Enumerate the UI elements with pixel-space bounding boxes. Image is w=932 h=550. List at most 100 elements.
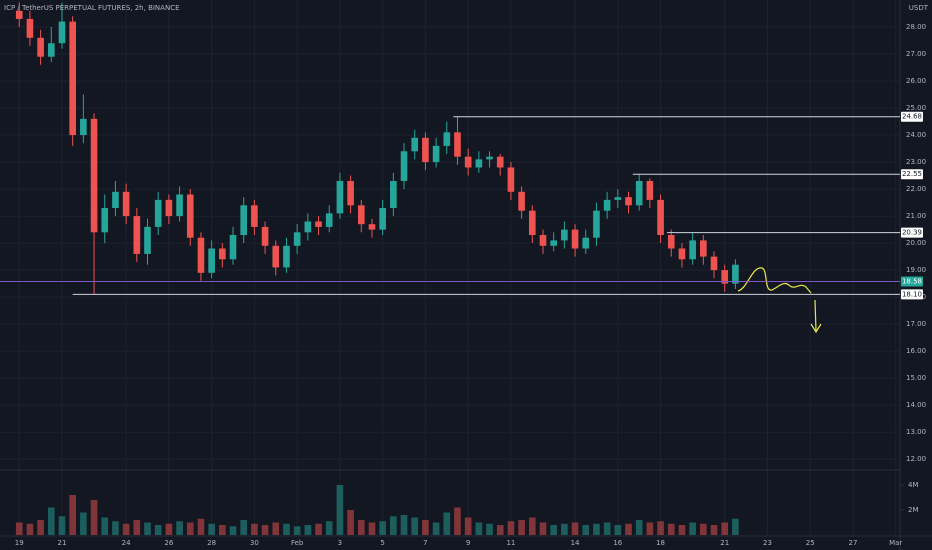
volume-bar	[90, 500, 98, 535]
volume-bar	[475, 522, 483, 535]
volume-bar	[58, 516, 66, 535]
volume-bar	[347, 510, 354, 535]
candle-body	[208, 248, 215, 273]
candle-body	[475, 159, 483, 168]
volume-bar	[454, 507, 461, 535]
x-tick-label: 9	[466, 539, 470, 547]
x-tick-label: Mar	[889, 539, 902, 547]
candle-body	[528, 210, 536, 235]
volume-bar	[176, 521, 183, 535]
x-tick-label: 30	[250, 539, 259, 547]
candle-body	[603, 199, 611, 211]
volume-bar	[240, 520, 248, 535]
volume-bar	[15, 522, 23, 535]
candle-body	[47, 43, 55, 57]
candle-body	[69, 21, 76, 136]
candle-body	[197, 237, 205, 273]
candle-body	[325, 213, 333, 227]
volume-bar	[293, 526, 301, 535]
y-tick-label: 28.00	[906, 23, 926, 31]
x-tick-label: 21	[58, 539, 67, 547]
candle-body	[518, 191, 525, 211]
volume-bar	[186, 522, 194, 535]
candle-body	[357, 205, 365, 225]
x-tick-label: 21	[720, 539, 729, 547]
candle-body	[283, 245, 290, 268]
candle-body	[80, 118, 87, 136]
x-tick-label: 11	[506, 539, 515, 547]
y-tick-label: 22.00	[906, 185, 926, 193]
candle-body	[101, 207, 109, 233]
candle-body	[144, 226, 151, 254]
y-tick-label: 15.00	[906, 374, 926, 382]
level-price-box	[901, 227, 923, 238]
candle-body	[422, 137, 429, 163]
candle-body	[646, 180, 654, 200]
axis-unit: USDT	[909, 4, 929, 12]
volume-bar	[550, 525, 557, 535]
volume-bar	[101, 517, 109, 535]
candle-body	[593, 210, 600, 238]
volume-bar	[69, 495, 76, 535]
volume-bar	[464, 517, 472, 535]
y-tick-label: 13.00	[906, 428, 926, 436]
candle-body	[486, 156, 493, 160]
level-price-label: 24.68	[902, 113, 922, 121]
candle-body	[315, 221, 322, 227]
y-tick-label: 19.00	[906, 266, 926, 274]
candle-body	[176, 194, 183, 217]
candle-body	[400, 151, 408, 181]
volume-bar	[582, 525, 590, 535]
candle-body	[304, 221, 312, 233]
volume-bar	[614, 525, 622, 535]
volume-bar	[315, 523, 322, 535]
x-tick-label: 3	[338, 539, 342, 547]
volume-bar	[432, 522, 440, 535]
candle-body	[507, 167, 515, 192]
level-price-box	[901, 111, 923, 122]
volume-bar	[208, 523, 215, 535]
candle-body	[15, 10, 23, 19]
plot	[15, 2, 739, 535]
x-tick-label: 28	[207, 539, 216, 547]
y-tick-label: 12.00	[906, 455, 926, 463]
candle-body	[732, 264, 739, 284]
y-tick-label: 23.00	[906, 158, 926, 166]
volume-bar	[379, 521, 386, 535]
y-tick-label: 14.00	[906, 401, 926, 409]
volume-bar	[646, 522, 654, 535]
volume-bar	[26, 523, 34, 535]
y-tick-label: 24.00	[906, 131, 926, 139]
volume-bar	[539, 522, 547, 535]
last-price-box	[901, 276, 923, 287]
candle-body	[133, 216, 141, 254]
candle-body	[710, 256, 718, 271]
volume-bar	[47, 507, 55, 535]
volume-bar	[561, 523, 568, 535]
candle-body	[700, 240, 707, 257]
candle-body	[667, 235, 675, 249]
candle-body	[561, 229, 568, 241]
volume-bar	[154, 525, 162, 535]
volume-bar	[251, 523, 258, 535]
candle-body	[154, 199, 162, 227]
candle-body	[454, 132, 461, 157]
volume-bar	[219, 525, 226, 535]
candle-body	[496, 156, 504, 168]
x-tick-label: 24	[122, 539, 131, 547]
volume-bar	[603, 522, 611, 535]
y-tick-label: 17.00	[906, 320, 926, 328]
level-price-label: 18.10	[902, 290, 922, 298]
candle-body	[58, 21, 66, 44]
candle-body	[721, 270, 729, 284]
candle-body	[689, 240, 696, 260]
candle-body	[37, 37, 44, 57]
candle-body	[122, 191, 130, 217]
y-tick-label: 26.00	[906, 77, 926, 85]
volume-bar	[37, 520, 44, 535]
y2-tick-label: 4M	[908, 481, 919, 489]
candle-body	[219, 248, 226, 260]
y-tick-label: 25.00	[906, 104, 926, 112]
candle-body	[625, 197, 632, 206]
